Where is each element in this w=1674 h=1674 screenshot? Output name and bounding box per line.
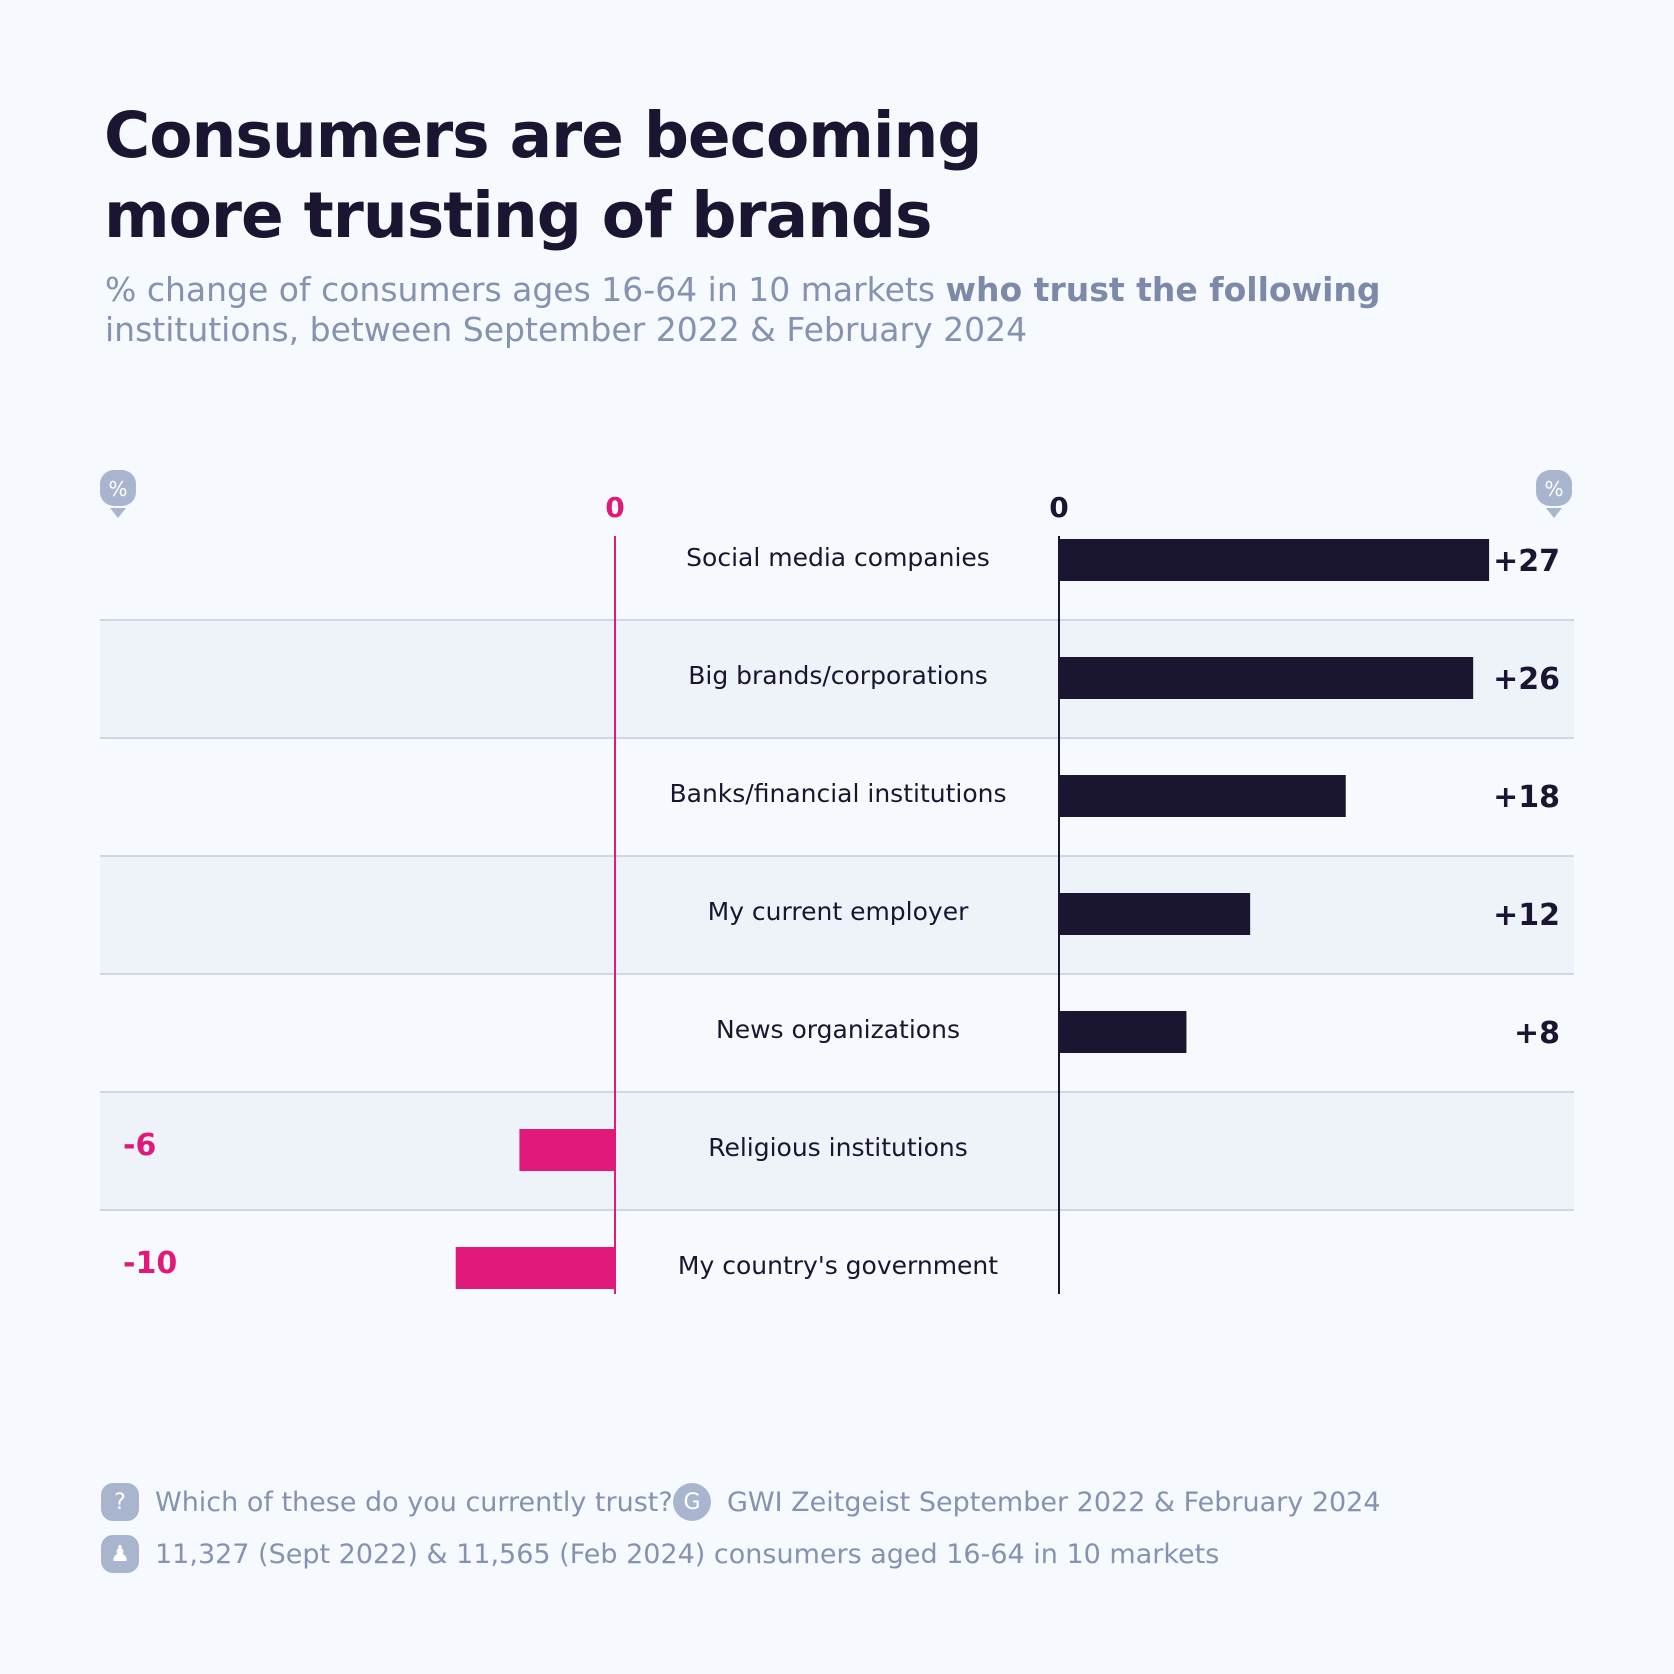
value-label: +26 <box>1493 662 1560 697</box>
footer-sample: ♟ 11,327 (Sept 2022) & 11,565 (Feb 2024) … <box>101 1535 1219 1573</box>
category-label: Banks/financial institutions <box>669 779 1006 808</box>
bar-positive <box>1059 657 1474 699</box>
percent-unit-label: % <box>108 477 127 501</box>
bar-positive <box>1059 539 1490 581</box>
zero-label-negative: 0 <box>605 491 624 524</box>
bar-positive <box>1059 1011 1187 1053</box>
percent-marker-pointer-icon <box>110 508 126 518</box>
percent-marker-icon <box>100 470 136 506</box>
category-label: My current employer <box>708 897 969 926</box>
value-label: +27 <box>1493 544 1560 579</box>
percent-marker-icon <box>1536 470 1572 506</box>
row-stripe <box>100 856 1574 974</box>
value-label: +18 <box>1493 780 1560 815</box>
value-label: +8 <box>1514 1016 1560 1051</box>
footer-question: ? Which of these do you currently trust? <box>101 1483 673 1521</box>
category-label: Big brands/corporations <box>688 661 988 690</box>
people-icon: ♟ <box>101 1535 139 1573</box>
value-label: -10 <box>123 1246 177 1281</box>
title-line-1: Consumers are becoming <box>104 99 982 172</box>
value-label: -6 <box>123 1128 156 1163</box>
bar-negative <box>455 1247 615 1289</box>
category-label: My country's government <box>678 1251 998 1280</box>
question-text: Which of these do you currently trust? <box>155 1486 673 1518</box>
gwi-logo-icon: G <box>673 1483 711 1521</box>
subtitle-line-2: institutions, between September 2022 & F… <box>105 310 1028 349</box>
category-label: News organizations <box>716 1015 960 1044</box>
category-label: Social media companies <box>686 543 990 572</box>
bar-positive <box>1059 893 1251 935</box>
category-label: Religious institutions <box>708 1133 968 1162</box>
subtitle-bold: who trust the following <box>945 270 1381 309</box>
question-icon: ? <box>101 1483 139 1521</box>
percent-unit-label: % <box>1544 477 1563 501</box>
footer-source: G GWI Zeitgeist September 2022 & February… <box>673 1483 1381 1521</box>
row-stripe <box>100 1092 1574 1210</box>
zero-label-positive: 0 <box>1049 491 1068 524</box>
chart: 0 0% % Social media companies +27 Big brands/… <box>100 470 1574 1294</box>
subtitle: % change of consumers ages 16-64 in 10 m… <box>105 270 1505 350</box>
source-text: GWI Zeitgeist September 2022 & February … <box>727 1486 1381 1518</box>
bar-negative <box>519 1129 615 1171</box>
sample-text: 11,327 (Sept 2022) & 11,565 (Feb 2024) c… <box>155 1538 1220 1570</box>
value-label: +12 <box>1493 898 1560 933</box>
percent-marker-pointer-icon <box>1546 508 1562 518</box>
title-line-2: more trusting of brands <box>104 179 933 252</box>
bar-positive <box>1059 775 1346 817</box>
page-title: Consumers are becoming more trusting of b… <box>104 96 1204 256</box>
subtitle-plain: % change of consumers ages 16-64 in 10 m… <box>105 270 946 309</box>
